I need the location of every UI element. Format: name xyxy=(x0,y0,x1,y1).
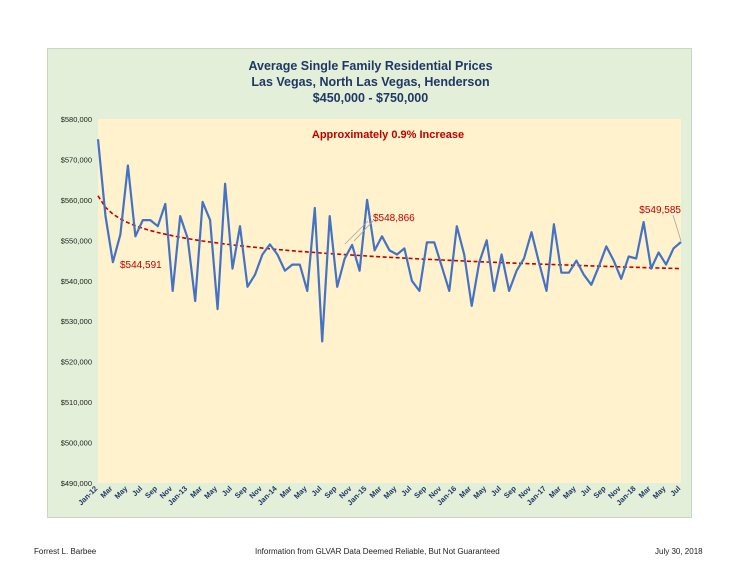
x-tick-label: Sep xyxy=(502,484,518,500)
callout-label: $544,591 xyxy=(120,260,162,271)
y-tick-label: $530,000 xyxy=(61,317,92,326)
x-tick-label: Sep xyxy=(233,484,249,500)
x-tick-label: Mar xyxy=(368,484,384,500)
y-tick-label: $490,000 xyxy=(61,479,92,488)
x-tick-label: Mar xyxy=(547,484,563,500)
plot-area xyxy=(98,119,681,483)
y-tick-label: $520,000 xyxy=(61,358,92,367)
y-tick-label: $550,000 xyxy=(61,236,92,245)
x-tick-label: Mar xyxy=(99,484,115,500)
x-tick-label: Sep xyxy=(143,484,159,500)
x-tick-label: Jul xyxy=(399,484,413,498)
x-tick-label: May xyxy=(382,483,399,500)
x-tick-label: Jul xyxy=(668,484,682,498)
x-tick-label: Mar xyxy=(188,484,204,500)
x-tick-label: Jul xyxy=(579,484,593,498)
y-tick-label: $540,000 xyxy=(61,277,92,286)
callout-leader xyxy=(353,220,374,242)
x-tick-label: Mar xyxy=(278,484,294,500)
x-tick-label: Sep xyxy=(322,484,338,500)
footer-disclaimer: Information from GLVAR Data Deemed Relia… xyxy=(255,547,500,556)
x-tick-label: Jul xyxy=(489,484,503,498)
chart-title-line-3: $450,000 - $750,000 xyxy=(312,91,429,105)
x-tick-label: Jul xyxy=(310,484,324,498)
x-tick-label: Jul xyxy=(130,484,144,498)
x-tick-label: May xyxy=(471,483,488,500)
x-tick-label: Sep xyxy=(412,484,428,500)
line-chart: $490,000 $500,000 $510,000 $520,000 $530,000… xyxy=(61,115,683,507)
x-tick-label: Jul xyxy=(220,484,234,498)
callout-leader xyxy=(672,214,682,242)
trend-annotation: Approximately 0.9% Increase xyxy=(312,129,464,141)
y-tick-label: $560,000 xyxy=(61,196,92,205)
callout-leader xyxy=(344,220,369,245)
footer-author: Forrest L. Barbee xyxy=(34,547,97,556)
chart-title-line-2: Las Vegas, North Las Vegas, Henderson xyxy=(251,75,490,89)
trendline xyxy=(97,195,682,270)
chart-title-line-1: Average Single Family Residential Prices xyxy=(248,59,493,73)
footer-date: July 30, 2018 xyxy=(655,547,703,556)
x-tick-label: May xyxy=(651,483,668,500)
x-tick-label: May xyxy=(561,483,578,500)
callout-label: $548,866 xyxy=(373,213,415,224)
chart-frame: Average Single Family Residential Prices… xyxy=(47,48,692,518)
x-tick-label: Mar xyxy=(457,484,473,500)
y-tick-label: $580,000 xyxy=(61,115,92,124)
y-tick-label: $570,000 xyxy=(61,155,92,164)
x-tick-label: May xyxy=(113,483,130,500)
x-tick-label: Sep xyxy=(592,484,608,500)
series-line xyxy=(96,139,682,343)
x-tick-label: May xyxy=(202,483,219,500)
y-tick-label: $510,000 xyxy=(61,398,92,407)
y-tick-label: $500,000 xyxy=(61,439,92,448)
callout-label: $549,585 xyxy=(639,205,681,216)
x-tick-label: Mar xyxy=(637,484,653,500)
x-tick-label: May xyxy=(292,483,309,500)
